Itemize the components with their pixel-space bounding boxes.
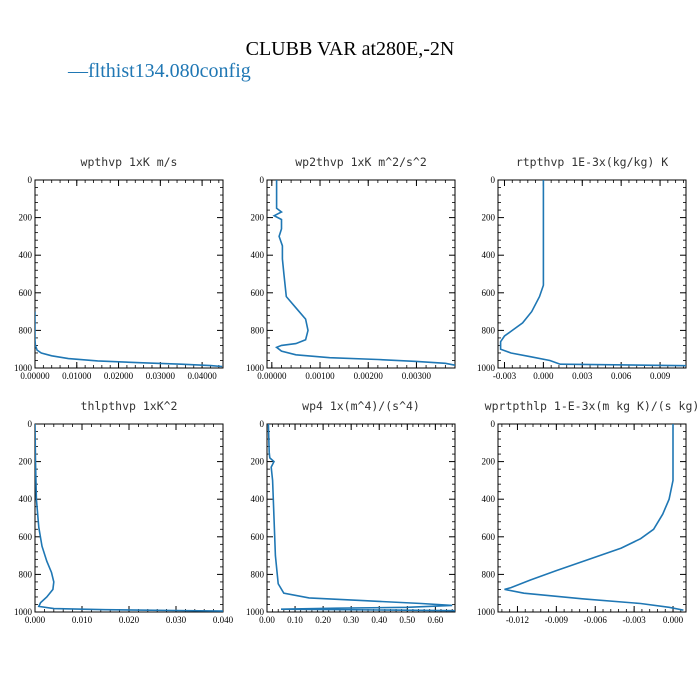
panel-title: wp2thvp 1xK m^2/s^2 — [295, 155, 427, 169]
x-tick-label: 0.010 — [72, 615, 93, 625]
y-tick-label: 800 — [19, 569, 33, 579]
y-tick-label: 600 — [482, 288, 496, 298]
series-line — [35, 311, 223, 368]
x-tick-label: -0.006 — [584, 615, 608, 625]
y-tick-label: 1000 — [477, 607, 496, 617]
y-tick-label: 400 — [251, 250, 265, 260]
y-tick-label: 400 — [482, 250, 496, 260]
y-tick-label: 200 — [19, 213, 33, 223]
panel-2: wp2thvp 1xK m^2/s^2020040060080010000.00… — [246, 155, 456, 381]
y-tick-label: 1000 — [14, 607, 33, 617]
y-tick-label: 800 — [251, 325, 265, 335]
x-tick-label: -0.003 — [623, 615, 647, 625]
plot-frame — [266, 423, 456, 613]
y-tick-label: 400 — [482, 494, 496, 504]
x-tick-label: 0.10 — [287, 615, 303, 625]
x-tick-label: 0.000 — [663, 615, 684, 625]
series-line — [499, 180, 686, 367]
panel-title: wp4 1x(m^4)/(s^4) — [302, 399, 420, 413]
x-tick-label: -0.003 — [493, 371, 517, 381]
x-tick-label: -0.009 — [545, 615, 569, 625]
x-tick-label: 0.000 — [25, 615, 46, 625]
y-tick-label: 400 — [19, 494, 33, 504]
y-tick-label: 0 — [491, 175, 496, 185]
y-tick-label: 0 — [260, 419, 265, 429]
plot-frame — [266, 179, 456, 369]
legend-label: flthist134.080config — [88, 60, 251, 82]
x-tick-label: 0.00200 — [354, 371, 384, 381]
panel-title: wprtpthlp 1-E-3x(m kg K)/(s kg) — [485, 399, 700, 413]
x-tick-label: 0.00100 — [305, 371, 335, 381]
y-tick-label: 600 — [251, 288, 265, 298]
y-tick-label: 600 — [19, 288, 33, 298]
y-tick-label: 1000 — [246, 607, 265, 617]
x-tick-label: 0.030 — [166, 615, 187, 625]
legend: — flthist134.080config — [67, 60, 251, 82]
y-tick-label: 0 — [260, 175, 265, 185]
y-tick-label: 200 — [482, 457, 496, 467]
x-tick-label: 0.003 — [572, 371, 593, 381]
y-tick-label: 800 — [482, 569, 496, 579]
x-tick-label: -0.012 — [506, 615, 529, 625]
plot-frame — [34, 179, 224, 369]
x-tick-label: 0.01000 — [62, 371, 92, 381]
x-tick-label: 0.02000 — [104, 371, 134, 381]
x-tick-label: 0.020 — [119, 615, 140, 625]
y-tick-label: 800 — [482, 325, 496, 335]
x-tick-label: 0.040 — [213, 615, 234, 625]
series-line — [504, 424, 684, 611]
y-tick-label: 600 — [251, 532, 265, 542]
x-tick-label: 0.00 — [259, 615, 275, 625]
y-tick-label: 600 — [19, 532, 33, 542]
y-tick-label: 1000 — [246, 363, 265, 373]
series-line — [272, 180, 455, 366]
plot-frame — [34, 423, 224, 613]
plot-frame — [497, 179, 687, 369]
panel-6: wprtpthlp 1-E-3x(m kg K)/(s kg) 0 200 400 60… — [477, 399, 699, 625]
x-tick-label: 0.04000 — [187, 371, 217, 381]
panel-3: rtpthvp 1E-3x(kg/kg) K 0 200 400 600 800 1000-… — [477, 155, 687, 381]
x-tick-label: 0.006 — [611, 371, 632, 381]
y-tick-label: 0 — [28, 175, 33, 185]
figure-title: CLUBB VAR at280E,-2N — [246, 38, 455, 60]
plot-frame — [497, 423, 687, 613]
y-tick-label: 1000 — [477, 363, 496, 373]
y-tick-label: 200 — [482, 213, 496, 223]
x-tick-label: 0.009 — [650, 371, 671, 381]
panel-title: wpthvp 1xK m/s — [81, 155, 178, 169]
legend-symbol: — — [67, 60, 89, 82]
x-tick-label: 0.000 — [533, 371, 554, 381]
panel-title: rtpthvp 1E-3x(kg/kg) K — [516, 155, 668, 169]
series-line — [35, 424, 223, 612]
series-line — [267, 424, 455, 612]
y-tick-label: 400 — [19, 250, 33, 260]
y-tick-label: 800 — [19, 325, 33, 335]
x-tick-label: 0.00000 — [20, 371, 50, 381]
y-tick-label: 400 — [251, 494, 265, 504]
y-tick-label: 1000 — [14, 363, 33, 373]
x-tick-label: 0.60 — [427, 615, 443, 625]
y-tick-label: 600 — [482, 532, 496, 542]
x-tick-label: 0.00000 — [257, 371, 287, 381]
y-tick-label: 0 — [491, 419, 496, 429]
y-tick-label: 200 — [251, 213, 265, 223]
x-tick-label: 0.00300 — [402, 371, 432, 381]
x-tick-label: 0.50 — [399, 615, 415, 625]
x-tick-label: 0.30 — [343, 615, 359, 625]
x-tick-label: 0.40 — [371, 615, 387, 625]
y-tick-label: 200 — [19, 457, 33, 467]
x-tick-label: 0.20 — [315, 615, 331, 625]
y-tick-label: 0 — [28, 419, 33, 429]
y-tick-label: 200 — [251, 457, 265, 467]
y-tick-label: 800 — [251, 569, 265, 579]
panel-title: thlpthvp 1xK^2 — [81, 399, 178, 413]
x-tick-label: 0.03000 — [146, 371, 176, 381]
